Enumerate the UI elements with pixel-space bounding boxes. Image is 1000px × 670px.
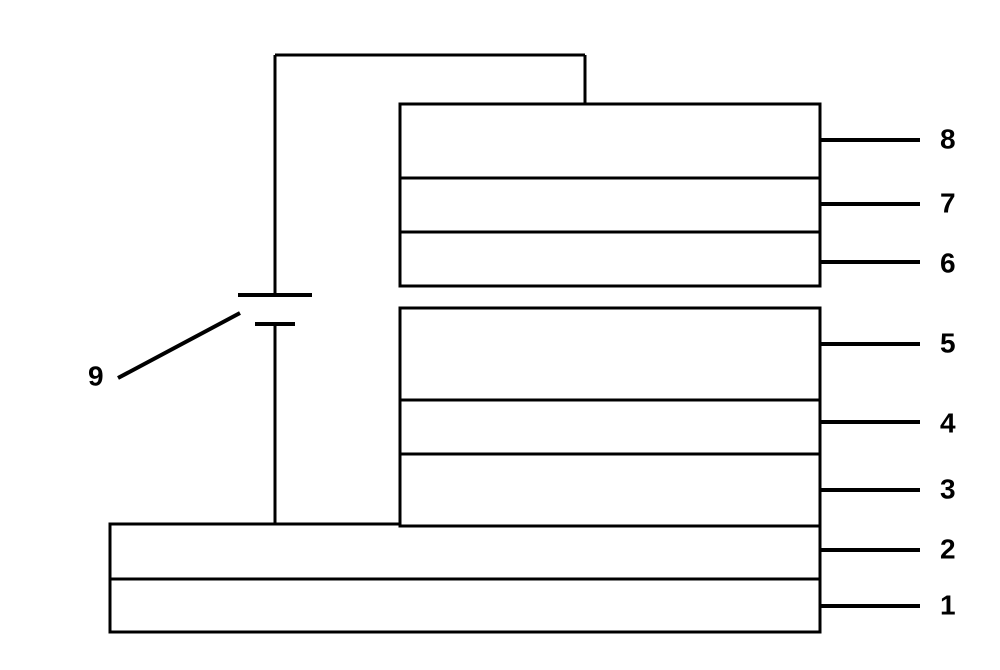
label-3: 3 [940, 473, 956, 504]
label-7: 7 [940, 187, 956, 218]
layer-2 [110, 524, 820, 579]
label-6: 6 [940, 247, 956, 278]
label-2: 2 [940, 533, 956, 564]
label-5: 5 [940, 327, 956, 358]
label-8: 8 [940, 123, 956, 154]
layer-7 [400, 176, 820, 232]
diagram-canvas: 8 7 6 5 4 3 2 1 9 [0, 0, 1000, 670]
layer-3 [400, 452, 820, 526]
layer-1 [110, 577, 820, 632]
layer-5 [400, 308, 820, 400]
label-4: 4 [940, 407, 956, 438]
label-1: 1 [940, 589, 956, 620]
layer-6 [400, 230, 820, 286]
pointer-9 [118, 313, 240, 378]
label-9: 9 [88, 360, 104, 391]
layer-8 [400, 104, 820, 178]
layer-4 [400, 398, 820, 454]
